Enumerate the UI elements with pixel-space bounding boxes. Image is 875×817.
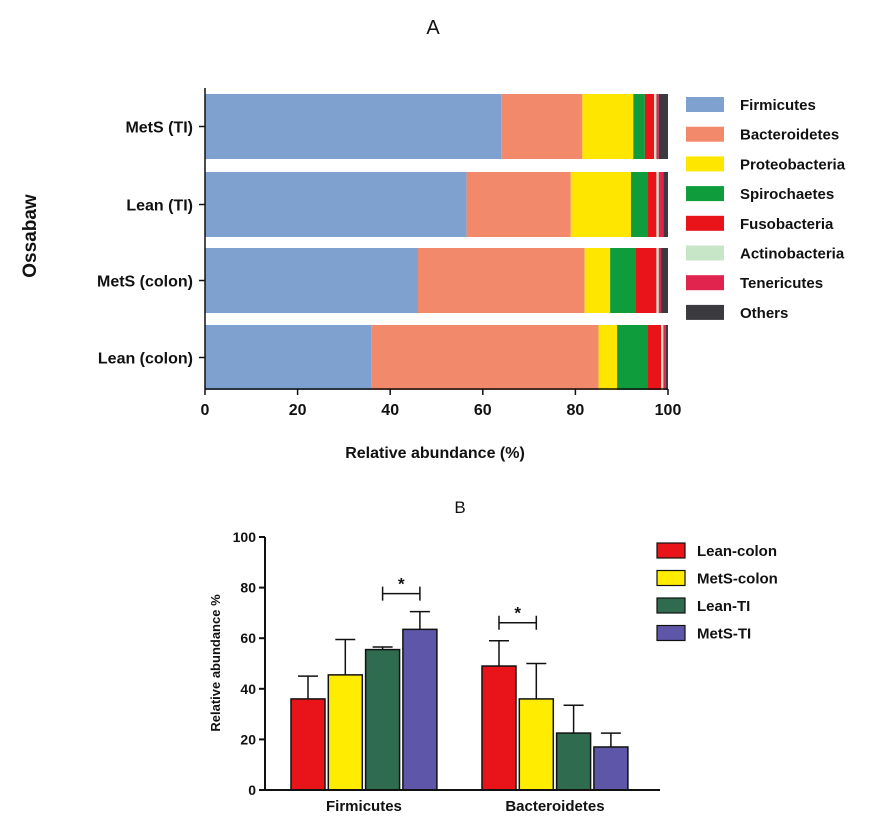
bar-segment-spirochaetes-lean-ti bbox=[630, 172, 648, 237]
legend-label-actinobacteria: Actinobacteria bbox=[740, 246, 845, 263]
y-tick-label: 0 bbox=[248, 782, 256, 798]
bar-segment-others-lean-ti bbox=[663, 172, 668, 237]
legend-swatch-mets-colon bbox=[656, 569, 686, 587]
legend-label-others: Others bbox=[740, 305, 788, 322]
bar-segment-proteobacteria-mets-ti bbox=[582, 94, 634, 159]
legend-label-fusobacteria: Fusobacteria bbox=[740, 216, 834, 233]
bar-segment-proteobacteria-lean-ti bbox=[570, 172, 631, 237]
panel-a: A MetS (TI) Lean (TI) MetS (colon) Lean (co… bbox=[20, 17, 846, 462]
bar-segment-actinobacteria-mets-ti bbox=[654, 94, 657, 159]
panel-b-legend: Lean-colon MetS-colon Lean-TI MetS-TI bbox=[656, 542, 778, 643]
bar-segment-others-mets-ti bbox=[658, 94, 668, 159]
x-tick-label: 60 bbox=[474, 402, 492, 419]
panel-b-axes: Firmicutes Bacteroidetes * * 0 20 40 60 80 100 bbox=[233, 529, 660, 815]
bar-segment-actinobacteria-lean-colon bbox=[661, 325, 664, 390]
panel-a-bars bbox=[205, 94, 668, 390]
legend-swatch-others bbox=[686, 304, 724, 320]
panel-b-letter: B bbox=[454, 498, 465, 517]
bar-segment-tenericutes-lean-colon bbox=[663, 325, 666, 390]
bar-segment-actinobacteria-mets-colon bbox=[656, 248, 659, 313]
x-tick-label: 40 bbox=[381, 402, 399, 419]
bar-segment-bacteroidetes-lean-colon bbox=[371, 325, 599, 390]
bar-mets-colon-firmicutes bbox=[327, 674, 364, 791]
y-tick-label: 60 bbox=[240, 630, 256, 646]
bar-segment-bacteroidetes-mets-ti bbox=[501, 94, 583, 159]
legend-label-tenericutes: Tenericutes bbox=[740, 275, 823, 292]
category-label-mets-colon: MetS (colon) bbox=[97, 274, 193, 291]
bar-segment-tenericutes-lean-ti bbox=[658, 172, 664, 237]
bar-segment-fusobacteria-lean-colon bbox=[647, 325, 662, 390]
legend-swatch-mets-ti bbox=[656, 624, 686, 642]
legend-label-spirochaetes: Spirochaetes bbox=[740, 186, 834, 203]
panel-b-bars bbox=[290, 610, 629, 791]
x-category-label-bacteroidetes: Bacteroidetes bbox=[505, 798, 604, 815]
panel-a-x-axis-label: Relative abundance (%) bbox=[345, 445, 525, 462]
significance-marker: * bbox=[398, 575, 405, 594]
x-tick-label: 80 bbox=[567, 402, 585, 419]
bar-mets-colon-bacteroidetes bbox=[518, 698, 555, 791]
category-label-lean-colon: Lean (colon) bbox=[98, 351, 193, 368]
bar-segment-bacteroidetes-lean-ti bbox=[466, 172, 571, 237]
bar-segment-actinobacteria-lean-ti bbox=[656, 172, 659, 237]
bar-segment-firmicutes-mets-colon bbox=[205, 248, 418, 313]
bar-segment-tenericutes-mets-colon bbox=[658, 248, 662, 313]
legend-swatch-fusobacteria bbox=[686, 215, 724, 231]
bar-segment-spirochaetes-mets-colon bbox=[610, 248, 636, 313]
bar-segment-others-mets-colon bbox=[661, 248, 668, 313]
bar-segment-bacteroidetes-mets-colon bbox=[417, 248, 585, 313]
legend-swatch-proteobacteria bbox=[686, 156, 724, 172]
significance-marker: * bbox=[514, 604, 521, 623]
legend-label-bacteroidetes: Bacteroidetes bbox=[740, 127, 839, 144]
legend-swatch-firmicutes bbox=[686, 97, 724, 112]
y-tick-label: 20 bbox=[240, 731, 256, 747]
bar-segment-spirochaetes-lean-colon bbox=[617, 325, 648, 390]
category-label-mets-ti: MetS (TI) bbox=[125, 120, 193, 137]
bar-segment-spirochaetes-mets-ti bbox=[633, 94, 645, 159]
bar-mets-ti-firmicutes bbox=[402, 628, 438, 791]
bar-segment-tenericutes-mets-ti bbox=[656, 94, 659, 159]
bar-segment-proteobacteria-mets-colon bbox=[584, 248, 611, 313]
bar-segment-fusobacteria-mets-ti bbox=[644, 94, 655, 159]
legend-label-mets-ti: MetS-TI bbox=[697, 626, 751, 643]
bar-mets-ti-bacteroidetes bbox=[593, 746, 629, 791]
panel-b: B Firmicutes Bacteroidetes**020406080100 … bbox=[208, 498, 778, 815]
y-tick-label: 80 bbox=[240, 580, 256, 596]
y-tick-label: 100 bbox=[233, 529, 257, 545]
legend-label-lean-ti: Lean-TI bbox=[697, 598, 750, 615]
legend-swatch-tenericutes bbox=[686, 275, 724, 291]
bar-segment-firmicutes-lean-colon bbox=[205, 325, 372, 390]
bar-lean-ti-firmicutes bbox=[364, 648, 401, 791]
legend-label-lean-colon: Lean-colon bbox=[697, 543, 777, 560]
bar-segment-firmicutes-lean-ti bbox=[205, 172, 467, 237]
bar-segment-proteobacteria-lean-colon bbox=[598, 325, 618, 390]
y-tick-label: 40 bbox=[240, 681, 256, 697]
panel-a-letter: A bbox=[426, 17, 440, 39]
bar-segment-others-lean-colon bbox=[665, 325, 668, 390]
bar-segment-fusobacteria-lean-ti bbox=[647, 172, 657, 237]
x-category-label-firmicutes: Firmicutes bbox=[326, 798, 402, 815]
legend-swatch-spirochaetes bbox=[686, 186, 724, 202]
legend-label-mets-colon: MetS-colon bbox=[697, 571, 778, 588]
bar-lean-ti-bacteroidetes bbox=[555, 732, 592, 791]
bar-lean-colon-firmicutes bbox=[290, 698, 326, 791]
legend-label-proteobacteria: Proteobacteria bbox=[740, 156, 846, 173]
panel-b-y-axis-label: Relative abundance % bbox=[208, 594, 223, 732]
bar-lean-colon-bacteroidetes bbox=[481, 665, 517, 791]
bar-segment-fusobacteria-mets-colon bbox=[635, 248, 657, 313]
panel-a-axes: MetS (TI) Lean (TI) MetS (colon) Lean (colo… bbox=[97, 88, 681, 419]
x-tick-label: 0 bbox=[201, 402, 210, 419]
bar-segment-firmicutes-mets-ti bbox=[205, 94, 502, 159]
panel-a-group-label: Ossabaw bbox=[20, 194, 41, 278]
x-tick-label: 20 bbox=[289, 402, 307, 419]
x-tick-label: 100 bbox=[655, 402, 682, 419]
legend-swatch-bacteroidetes bbox=[686, 126, 724, 142]
legend-swatch-actinobacteria bbox=[686, 245, 724, 261]
legend-swatch-lean-ti bbox=[656, 597, 686, 614]
panel-a-legend: Firmicutes Bacteroidetes Proteobacteria Spi… bbox=[686, 97, 846, 322]
category-label-lean-ti: Lean (TI) bbox=[126, 198, 193, 215]
legend-label-firmicutes: Firmicutes bbox=[740, 97, 816, 114]
legend-swatch-lean-colon bbox=[656, 542, 686, 559]
